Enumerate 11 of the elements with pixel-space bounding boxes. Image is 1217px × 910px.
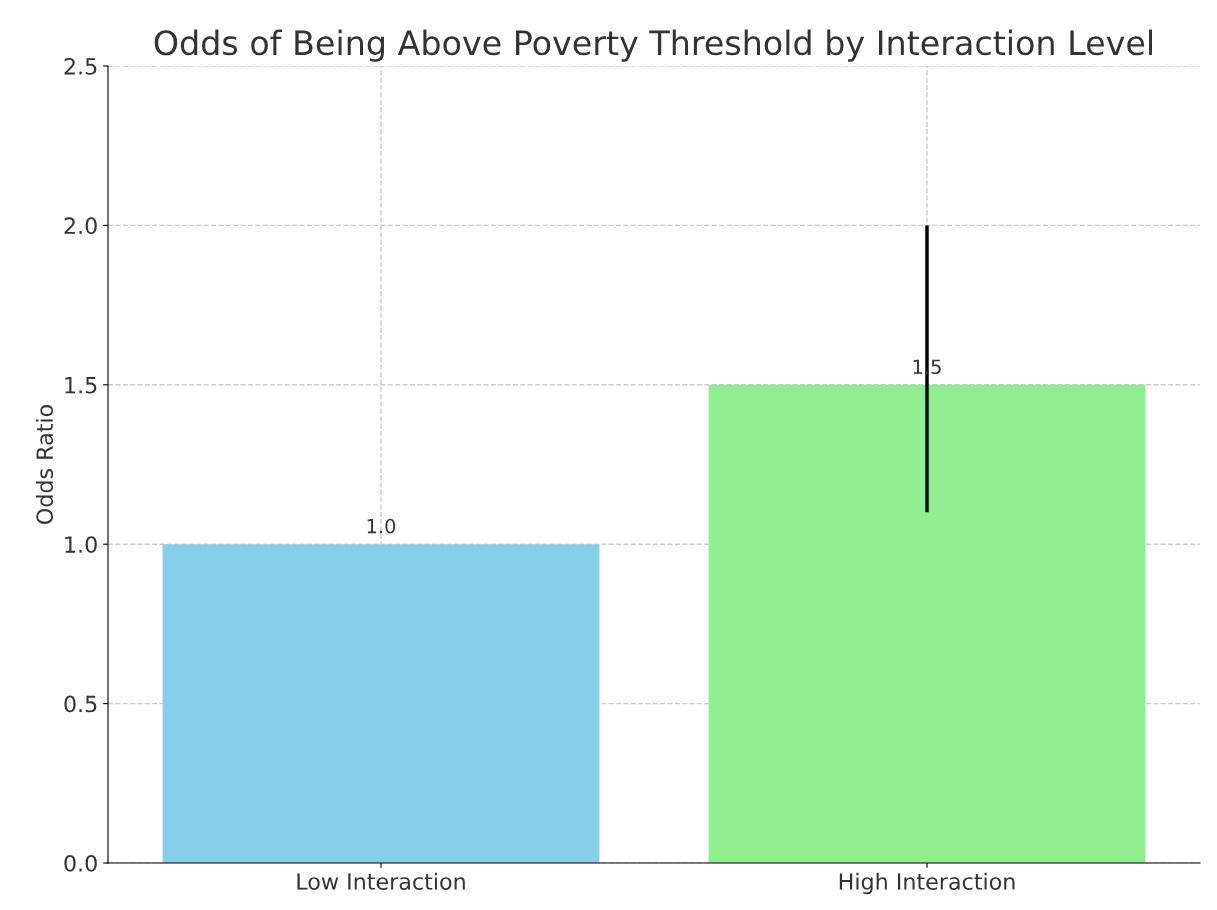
y-tick-label: 1.0 <box>65 536 97 553</box>
y-tick-label: 0.5 <box>64 695 97 713</box>
chart-title: Odds of Being Above Poverty Threshold by Interaction Level <box>154 29 1153 62</box>
data-label: 1.0 <box>367 518 396 534</box>
y-tick-label: 0.0 <box>64 854 97 872</box>
x-tick-label: Low Interaction <box>297 872 465 890</box>
y-tick-label: 2.0 <box>64 217 97 235</box>
y-axis-title: Odds Ratio <box>35 405 54 524</box>
x-tick-label: High Interaction <box>839 872 1015 895</box>
y-tick-label: 1.5 <box>65 377 97 394</box>
y-tick-label: 2.5 <box>64 57 97 75</box>
